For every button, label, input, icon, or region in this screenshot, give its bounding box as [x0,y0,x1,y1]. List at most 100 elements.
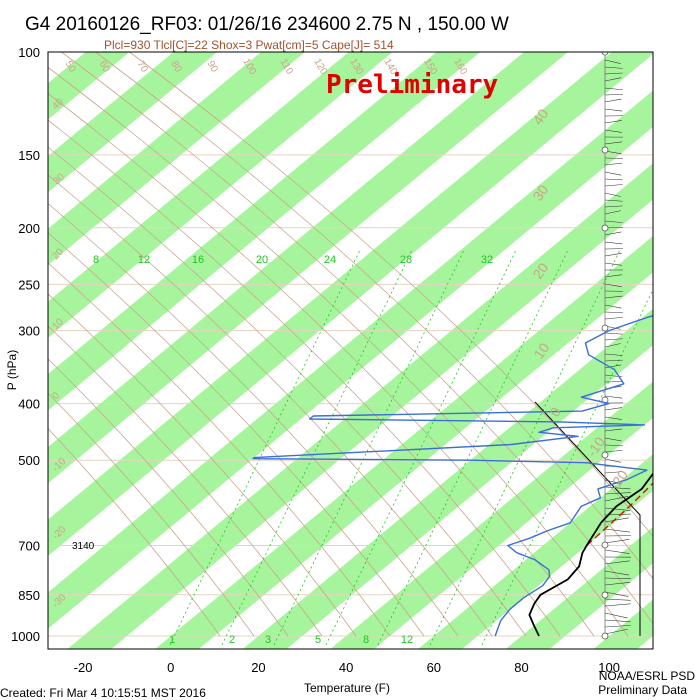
dry-adiabat-line [48,66,629,637]
wind-station-marker [601,324,609,332]
dry-adiabat-line [48,358,289,637]
wind-barb [604,192,621,197]
temperature-tick-label: 0 [167,660,174,675]
mixing-ratio-label: 12 [401,634,413,646]
mixing-ratio-line [325,249,517,646]
isotherm-band [330,381,653,649]
mixing-ratio-label: 32 [481,254,493,266]
wind-barb [604,577,631,580]
mixing-ratio-label: 8 [363,634,369,646]
isotherm-band [418,454,653,649]
mixing-ratio-label: 2 [229,634,235,646]
wind-barb [604,231,622,236]
pressure-tick-label: 300 [18,324,40,339]
plot-frame [47,51,654,650]
wind-barb [604,625,631,628]
wind-barb [604,507,631,511]
mixing-ratio-label: 24 [324,254,336,266]
wind-barb [604,178,623,181]
wind-barb [604,283,622,287]
temperature-tick-label: 100 [598,660,620,675]
pressure-tick-label: 500 [18,453,40,468]
wind-barb [604,395,623,399]
wind-barb [604,619,631,623]
y-axis-label: P (hPa) [5,350,19,390]
wind-barb [604,274,623,278]
wind-barb [604,332,623,335]
isotherm-band [48,52,130,120]
dry-adiabat-line [48,392,255,637]
wind-barb [604,108,623,112]
adiabat-label: 90 [205,59,220,75]
wind-barb [604,343,621,348]
wind-barb [604,253,622,257]
isotherm-band [48,52,653,557]
wind-barb [604,304,622,309]
wind-barb [604,295,623,299]
mixing-ratio-label: 28 [400,254,412,266]
pressure-tick-label: 200 [18,221,40,236]
wind-barb [604,364,622,369]
dry-adiabat-line [48,203,459,637]
mixing-ratio-lines [169,249,653,646]
wind-barb [604,471,623,474]
wind-barb [604,353,623,356]
adiabat-label: 80 [169,59,184,75]
wind-barb [604,517,629,523]
parcel-trace [586,482,653,546]
isotherm-band [48,52,568,484]
dry-adiabats [48,52,653,637]
wind-barb [604,157,623,159]
wind-barb [604,582,631,586]
wind-barb [604,570,629,576]
mixing-ratio-line [481,288,653,646]
wind-barb [604,66,623,69]
pressure-tick-label: 700 [18,539,40,554]
wind-barb [604,59,621,64]
wind-barb [604,98,622,103]
wind-barb [604,381,623,383]
mixing-ratio-line [377,249,569,646]
pressure-tick-label: 850 [18,588,40,603]
pressure-tick-label: 400 [18,397,40,412]
mixing-ratio-label: 5 [315,634,321,646]
plot-area [48,52,653,649]
wind-barb [604,205,623,208]
wind-barb [604,560,630,565]
mixing-ratio-label: 8 [93,254,99,266]
mixing-ratio-line [221,249,413,646]
wind-barb [604,220,623,223]
x-axis-label: Temperature (F) [304,681,390,695]
isotherm-band [242,308,653,649]
mixing-ratio-line [429,249,621,646]
adiabat-label: 60 [97,59,112,75]
temperature-tick-label: 60 [427,660,441,675]
wind-station-marker [601,146,609,154]
chart-title: G4 20160126_RF03: 01/26/16 234600 2.75 N… [25,14,509,35]
wind-barb [604,549,630,554]
mixing-ratio-line [273,249,465,646]
wind-station-marker [601,541,609,549]
created-timestamp: Created: Fri Mar 4 10:15:51 MST 2016 [0,686,206,700]
mixing-ratio-label: 16 [192,254,204,266]
dry-adiabat-line [48,92,595,637]
temperature-tick-label: 20 [251,660,265,675]
wind-barb [604,444,623,446]
wind-barb [604,449,623,453]
isotherm-bands [48,52,653,649]
wind-barb [604,72,623,75]
wind-barb [604,416,622,420]
isotherm-band [48,52,481,411]
temperature-tick-label: 80 [514,660,528,675]
dry-adiabat-line [48,325,323,637]
temperature-tick-label: 40 [339,660,353,675]
wind-barb [604,87,623,91]
wind-barb [604,199,623,202]
wind-barb [604,129,622,133]
isotherm-band [48,52,305,266]
isotherm-band [48,52,218,193]
isotherm-band [67,163,653,649]
wind-barb [604,311,623,314]
wind-barb [604,141,623,145]
dry-adiabat-line [61,52,653,625]
